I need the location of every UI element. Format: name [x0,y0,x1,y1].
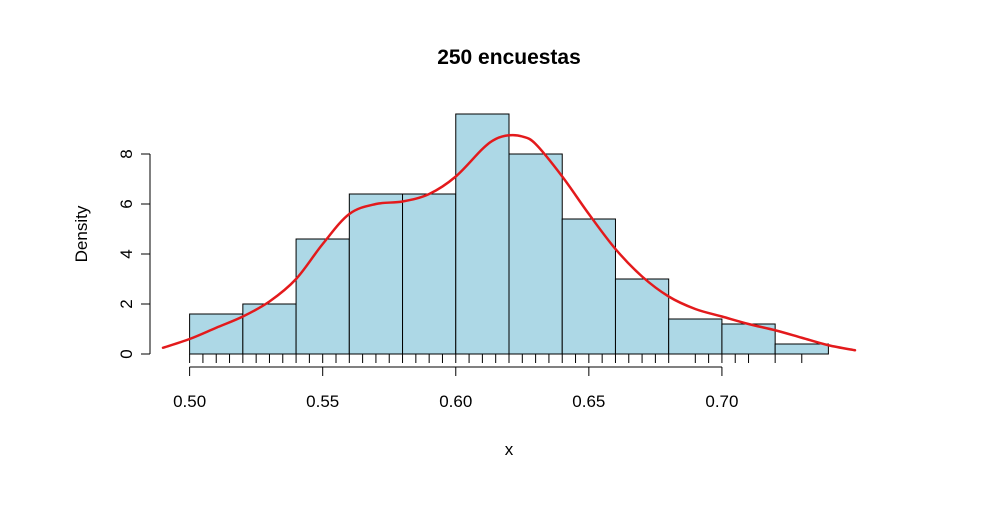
histogram-bars [189,113,829,355]
y-axis-label: Density [72,205,91,262]
histogram-bar [774,343,829,355]
x-tick-label: 0.70 [705,392,738,411]
chart-title: 250 encuestas [437,46,581,69]
x-axis: 0.50 0.55 0.60 0.65 0.70 [173,366,738,411]
y-axis: 0 2 4 6 8 [117,149,151,359]
histogram-bar [402,193,457,355]
x-tick-label: 0.50 [173,392,206,411]
histogram-bar [668,318,723,355]
y-tick-label: 6 [117,199,136,208]
histogram-bar [348,193,404,355]
rug-marks [189,354,803,363]
histogram-bar [561,218,616,355]
x-tick-label: 0.65 [572,392,605,411]
y-tick-label: 8 [117,149,136,158]
histogram-bar [508,153,563,355]
x-axis-label: x [505,440,514,459]
y-tick-label: 2 [117,299,136,308]
histogram-bar [455,113,510,355]
x-tick-label: 0.60 [439,392,472,411]
histogram-bar [295,238,350,355]
y-tick-label: 0 [117,349,136,358]
density-curve [161,133,857,352]
x-tick-label: 0.55 [306,392,339,411]
y-tick-label: 4 [117,249,136,258]
